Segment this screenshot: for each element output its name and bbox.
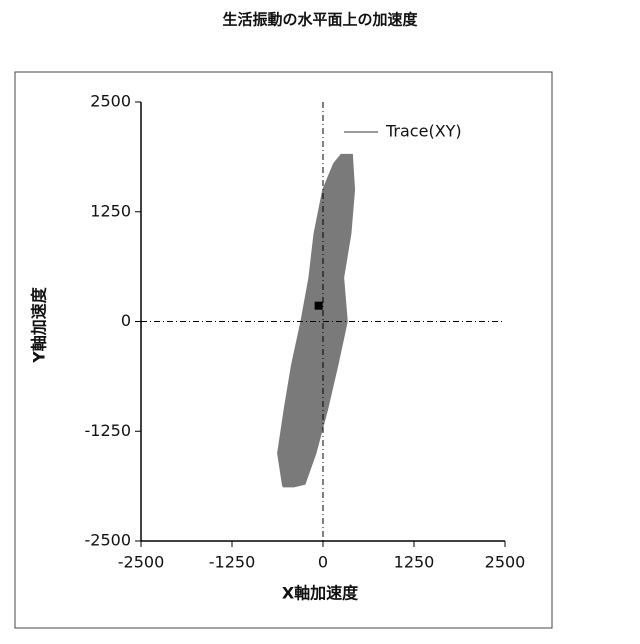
y-axis-label: Y軸加速度 bbox=[30, 286, 49, 364]
x-tick-label: 1250 bbox=[394, 553, 435, 572]
y-tick-label: -1250 bbox=[85, 421, 132, 440]
x-tick-label: -1250 bbox=[209, 553, 256, 572]
x-tick-label: 0 bbox=[318, 553, 328, 572]
y-tick-label: 0 bbox=[121, 311, 131, 330]
legend-label: Trace(XY) bbox=[385, 122, 462, 141]
y-tick-label: 2500 bbox=[90, 92, 131, 111]
chart: 生活振動の水平面上の加速度 X軸加速度 Y軸加速度 -2500 -1250 0 125… bbox=[0, 0, 640, 640]
x-tick-label: -2500 bbox=[118, 553, 165, 572]
y-tick-label: 1250 bbox=[90, 201, 131, 220]
x-axis-label: X軸加速度 bbox=[282, 584, 359, 603]
y-tick-label: -2500 bbox=[85, 531, 132, 550]
chart-title: 生活振動の水平面上の加速度 bbox=[222, 11, 418, 29]
trace bbox=[278, 155, 354, 487]
x-tick-label: 2500 bbox=[485, 553, 526, 572]
marker bbox=[315, 302, 323, 310]
